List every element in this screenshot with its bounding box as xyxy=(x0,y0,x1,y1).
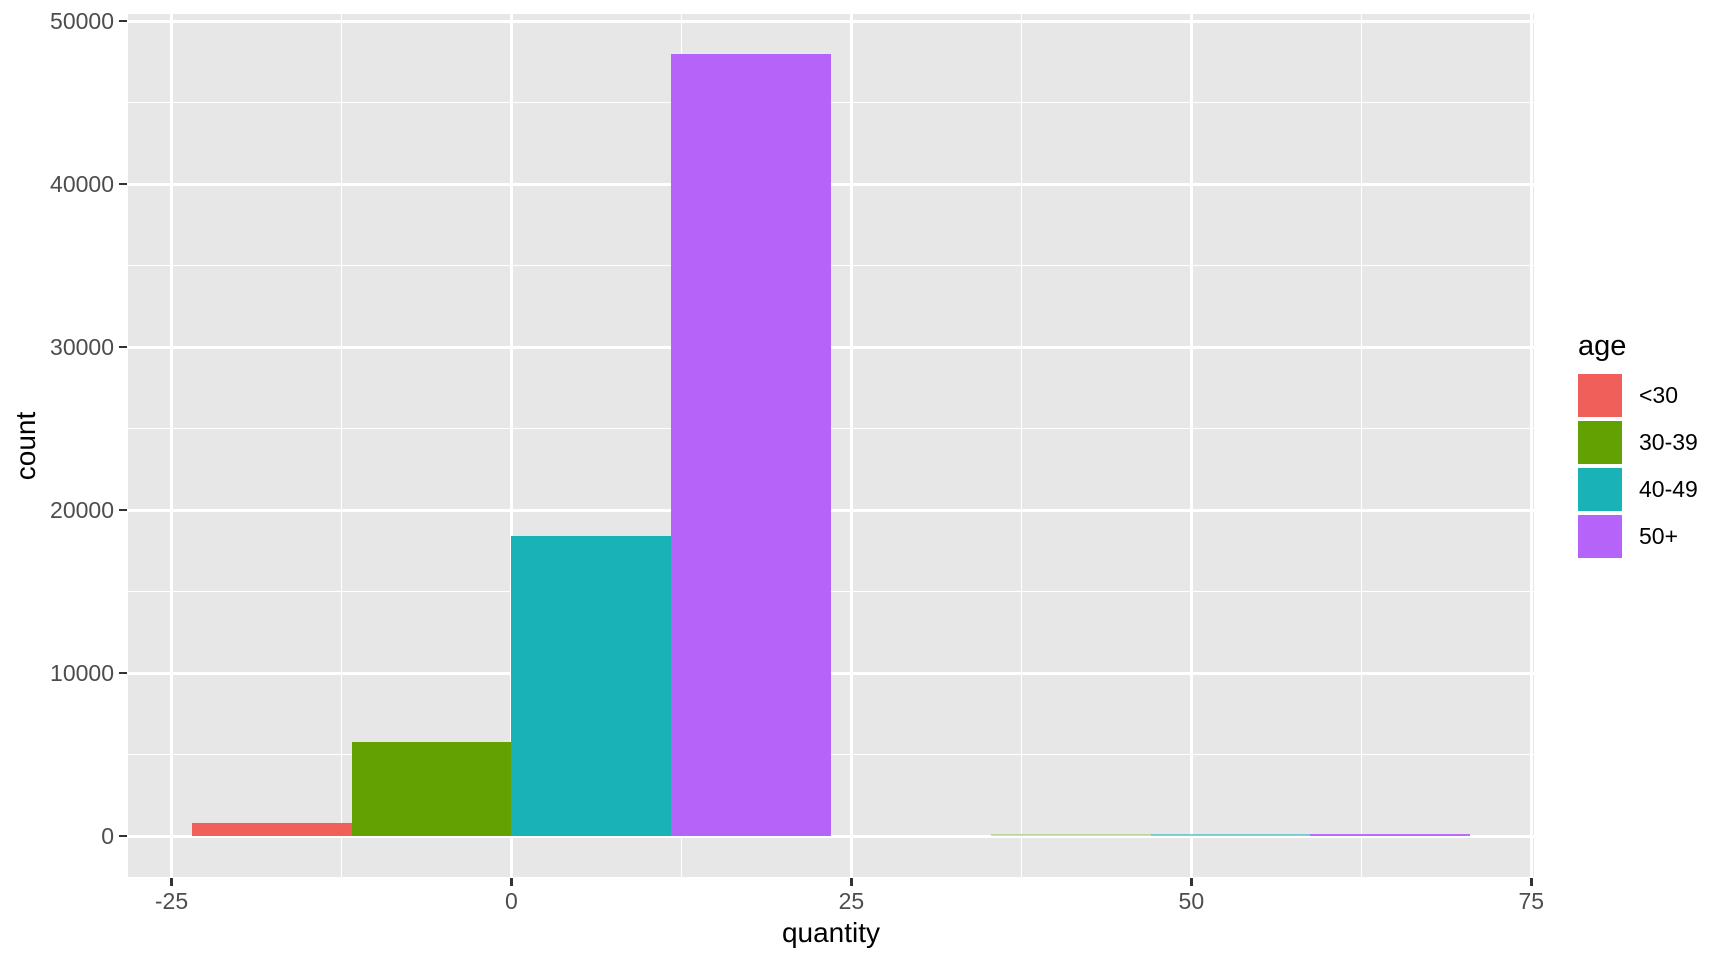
y-tick-mark xyxy=(119,345,127,349)
minor-gridline-horizontal xyxy=(128,264,1534,267)
y-axis-title: count xyxy=(10,411,41,480)
legend-title: age xyxy=(1578,330,1627,362)
legend-key-swatch xyxy=(1578,515,1622,558)
legend-item-label: <30 xyxy=(1639,382,1679,408)
legend-key-swatch xyxy=(1578,421,1622,464)
x-tick-label: 25 xyxy=(838,888,865,914)
major-gridline-vertical xyxy=(170,14,173,877)
x-tick-mark xyxy=(510,878,513,886)
y-tick-mark xyxy=(119,834,127,838)
y-tick-label: 40000 xyxy=(50,170,114,197)
y-tick-label: 20000 xyxy=(50,496,114,523)
x-tick-mark xyxy=(170,878,173,886)
minor-gridline-horizontal xyxy=(128,101,1534,104)
y-tick-mark xyxy=(119,182,127,186)
legend-item: <30 xyxy=(1578,374,1698,417)
y-tick-label: 30000 xyxy=(50,333,114,360)
x-tick-mark xyxy=(850,878,853,886)
legend-item-label: 30-39 xyxy=(1639,429,1698,455)
minor-gridline-vertical xyxy=(1360,14,1363,877)
minor-gridline-horizontal xyxy=(128,753,1534,756)
bar-<30 xyxy=(191,823,352,837)
legend-items: <30 30-39 40-49 50+ xyxy=(1578,374,1698,558)
major-gridline-vertical xyxy=(1529,14,1533,877)
bar-50+ xyxy=(671,53,831,837)
major-gridline-horizontal xyxy=(128,508,1534,512)
y-tick-mark xyxy=(119,508,127,512)
legend-item: 30-39 xyxy=(1578,421,1698,464)
major-gridline-horizontal xyxy=(128,182,1534,186)
legend-item: 50+ xyxy=(1578,515,1698,558)
minor-gridline-horizontal xyxy=(128,427,1534,430)
major-gridline-horizontal xyxy=(128,671,1534,675)
x-axis-title: quantity xyxy=(781,917,881,948)
major-gridline-vertical xyxy=(849,14,853,877)
major-gridline-vertical xyxy=(509,14,513,877)
y-tick-mark xyxy=(119,19,127,23)
major-gridline-horizontal xyxy=(128,19,1534,23)
major-gridline-horizontal xyxy=(128,345,1534,349)
minor-gridline-vertical xyxy=(340,14,343,877)
x-tick-label: -25 xyxy=(154,888,189,914)
x-tick-mark xyxy=(1190,878,1193,886)
major-gridline-horizontal xyxy=(128,834,1534,838)
bar-30-39 xyxy=(990,834,1151,837)
legend-key-swatch xyxy=(1578,468,1622,511)
x-tick-mark xyxy=(1530,878,1533,886)
legend-item: 40-49 xyxy=(1578,468,1698,511)
bar-40-49 xyxy=(1150,834,1311,837)
bar-40-49 xyxy=(511,536,672,837)
x-tick-label: 0 xyxy=(505,888,518,914)
bar-50+ xyxy=(1310,833,1471,837)
major-gridline-vertical xyxy=(1189,14,1193,877)
y-tick-label: 50000 xyxy=(50,7,114,34)
y-tick-label: 10000 xyxy=(50,659,114,686)
minor-gridline-horizontal xyxy=(128,590,1534,593)
legend-key-swatch xyxy=(1578,374,1622,417)
legend: age <30 30-39 40-49 50+ xyxy=(1578,330,1698,562)
minor-gridline-vertical xyxy=(1020,14,1023,877)
bar-30-39 xyxy=(351,741,512,837)
y-tick-mark xyxy=(119,671,127,675)
x-tick-label: 50 xyxy=(1178,888,1205,914)
legend-item-label: 40-49 xyxy=(1639,476,1698,502)
legend-item-label: 50+ xyxy=(1639,523,1679,549)
plot-panel xyxy=(128,14,1534,877)
y-tick-label: 0 xyxy=(101,822,114,849)
x-tick-label: 75 xyxy=(1518,888,1545,914)
